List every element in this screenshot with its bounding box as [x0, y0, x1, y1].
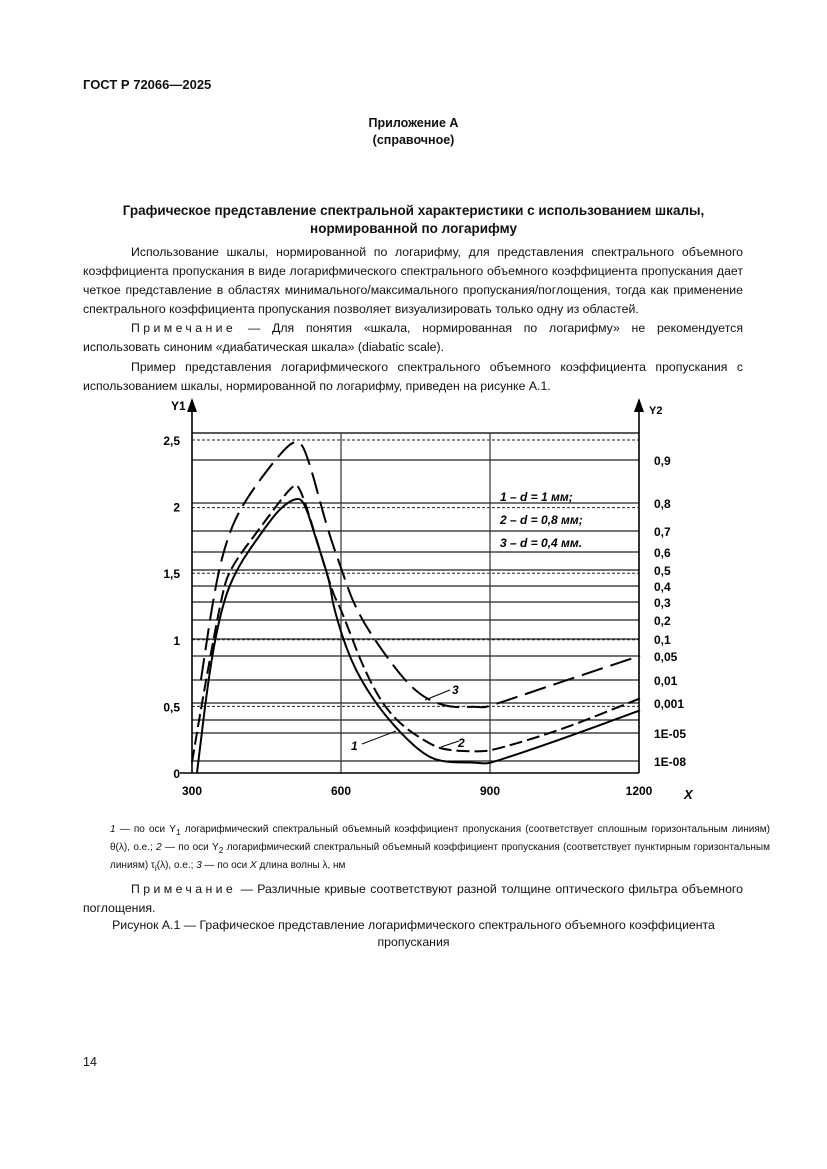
- y2-tick-label: 0,7: [654, 525, 671, 539]
- x-axis-label: X: [683, 787, 694, 802]
- x-tick-label: 600: [331, 784, 351, 798]
- curve-label: 1: [351, 739, 358, 753]
- paragraph: Использование шкалы, нормированной по ло…: [83, 245, 743, 316]
- y2-tick-label: 0,1: [654, 633, 671, 647]
- callout-line: [440, 740, 460, 748]
- curve-label: 2: [457, 736, 465, 750]
- y1-tick-label: 0,5: [163, 700, 180, 714]
- y2-tick-label: 0,6: [654, 546, 671, 560]
- curve-2: [191, 484, 641, 763]
- legend-item: 1 – d = 1 мм;: [500, 490, 573, 504]
- y2-tick-label: 0,05: [654, 650, 678, 664]
- note-label: Примечание: [131, 882, 237, 896]
- y2-tick-label: 0,9: [654, 454, 671, 468]
- callout-line: [424, 689, 451, 701]
- note-label: Примечание: [131, 321, 237, 335]
- x-tick-label: 900: [480, 784, 500, 798]
- appendix-title: Приложение А: [368, 116, 459, 130]
- callout-line: [361, 730, 397, 745]
- y2-tick-label: 0,4: [654, 580, 671, 594]
- appendix-subtitle: (справочное): [372, 133, 455, 147]
- figure-legend-caption: 1 — по оси Y1 логарифмический спектральн…: [110, 824, 770, 873]
- note: Примечание — Различные кривые соответств…: [83, 880, 743, 918]
- legend-item: 3 – d = 0,4 мм.: [500, 536, 582, 550]
- document-id: ГОСТ Р 72066—2025: [83, 77, 212, 92]
- paragraph: Пример представления логарифмического сп…: [83, 360, 743, 393]
- y1-tick-label: 1: [173, 634, 180, 648]
- y2-tick-label: 0,5: [654, 564, 671, 578]
- x-tick-label: 1200: [626, 784, 653, 798]
- y2-tick-label: 1E-08: [654, 755, 686, 769]
- curve-3: [199, 441, 641, 709]
- figure-chart: 0 0,5 1 1,5 2 2,5 300 600 900 1200 0,9 0,8 0,7 0,6 0,5…: [163, 398, 694, 802]
- legend-item: 2 – d = 0,8 мм;: [499, 513, 583, 527]
- figure-caption: Рисунок А.1 — Графическое представление …: [112, 918, 715, 949]
- y1-tick-label: 1,5: [163, 567, 180, 581]
- y2-tick-label: 0,3: [654, 596, 671, 610]
- y2-tick-label: 0,2: [654, 614, 671, 628]
- y2-tick-label: 0,001: [654, 697, 684, 711]
- y2-axis-arrow-icon: [634, 398, 644, 412]
- curve-1: [195, 498, 641, 774]
- y2-tick-label: 1E-05: [654, 727, 686, 741]
- section-title: Графическое представление спектральной х…: [122, 203, 705, 236]
- x-tick-label: 300: [182, 784, 202, 798]
- page-number: 14: [83, 1055, 97, 1069]
- y1-axis-label: Y1: [171, 399, 186, 413]
- y2-axis-label: Y2: [649, 405, 662, 417]
- note-text: — Различные кривые соответствуют разной …: [83, 882, 743, 915]
- y1-tick-label: 2: [173, 501, 180, 515]
- curve-label: 3: [452, 683, 459, 697]
- note: Примечание — Для понятия «шкала, нормиро…: [83, 319, 743, 357]
- y2-tick-label: 0,8: [654, 497, 671, 511]
- note-text: — Для понятия «шкала, нормированная по л…: [83, 321, 743, 354]
- y2-tick-label: 0,01: [654, 674, 678, 688]
- y1-tick-label: 0: [173, 767, 180, 781]
- y1-axis-arrow-icon: [187, 398, 197, 412]
- y1-tick-label: 2,5: [163, 434, 180, 448]
